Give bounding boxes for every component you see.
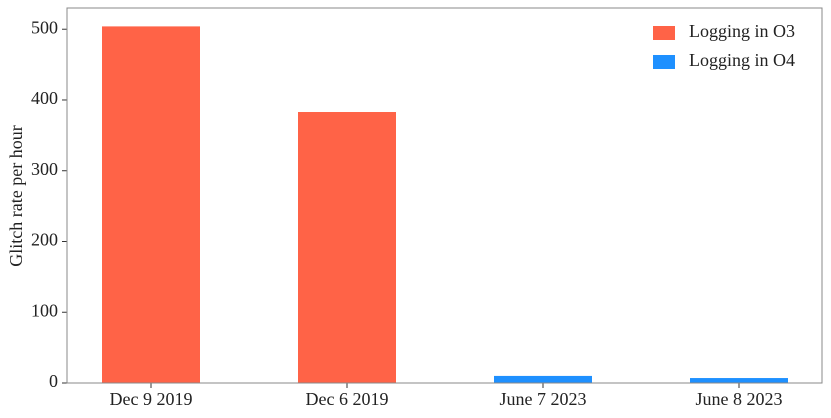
x-tick-label: June 8 2023	[696, 389, 783, 409]
plot-frame	[66, 7, 823, 384]
y-axis-label: Glitch rate per hour	[6, 125, 26, 266]
legend-label: Logging in O3	[689, 21, 795, 41]
y-tick-label: 400	[31, 88, 58, 108]
bar	[298, 112, 396, 384]
bar	[690, 378, 788, 383]
y-tick-label: 200	[31, 230, 58, 250]
y-tick-label: 500	[31, 17, 58, 37]
x-tick-label: Dec 6 2019	[306, 389, 389, 409]
bar	[102, 26, 200, 383]
legend-label: Logging in O4	[689, 50, 795, 70]
bar	[494, 375, 592, 383]
y-tick-label: 100	[31, 300, 58, 320]
x-tick-label: June 7 2023	[500, 389, 587, 409]
y-tick-label: 0	[49, 371, 58, 391]
x-tick-label: Dec 9 2019	[110, 389, 193, 409]
legend-swatch	[653, 26, 675, 40]
y-tick-label: 300	[31, 159, 58, 179]
legend-swatch	[653, 55, 675, 69]
